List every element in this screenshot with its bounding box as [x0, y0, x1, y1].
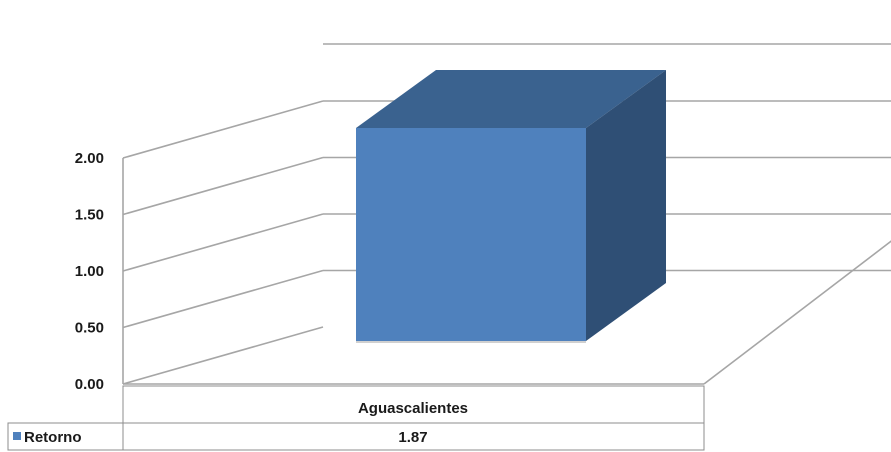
gridline-diagonal: [122, 156, 324, 216]
gridline-diagonal: [122, 213, 324, 272]
gridline-diagonal: [122, 326, 324, 385]
y-tick-label: 2.00: [75, 150, 104, 167]
gridline-stub: [319, 44, 323, 46]
data-table-value: 1.87: [398, 429, 427, 446]
bar-top-face: [356, 70, 666, 128]
y-tick-label: 0.00: [75, 376, 104, 393]
data-table: Aguascalientes Retorno 1.87: [7, 385, 705, 451]
legend-swatch: [13, 432, 21, 440]
data-table-row: [7, 422, 705, 451]
bar-side-face: [586, 70, 666, 341]
gridline-diagonal: [122, 100, 324, 159]
y-tick-label: 1.00: [75, 263, 104, 280]
y-tick-label: 0.50: [75, 320, 104, 337]
y-tick-label: 1.50: [75, 207, 104, 224]
category-label: Aguascalientes: [358, 400, 468, 417]
y-axis: 0.00 0.50 1.00 1.50 2.00: [75, 150, 104, 393]
bar-series: [356, 70, 666, 343]
gridline-diagonal: [122, 269, 324, 329]
legend-label-retorno: Retorno: [24, 429, 82, 446]
bar-front-face: [356, 128, 586, 341]
floor-right-edge: [703, 240, 891, 385]
